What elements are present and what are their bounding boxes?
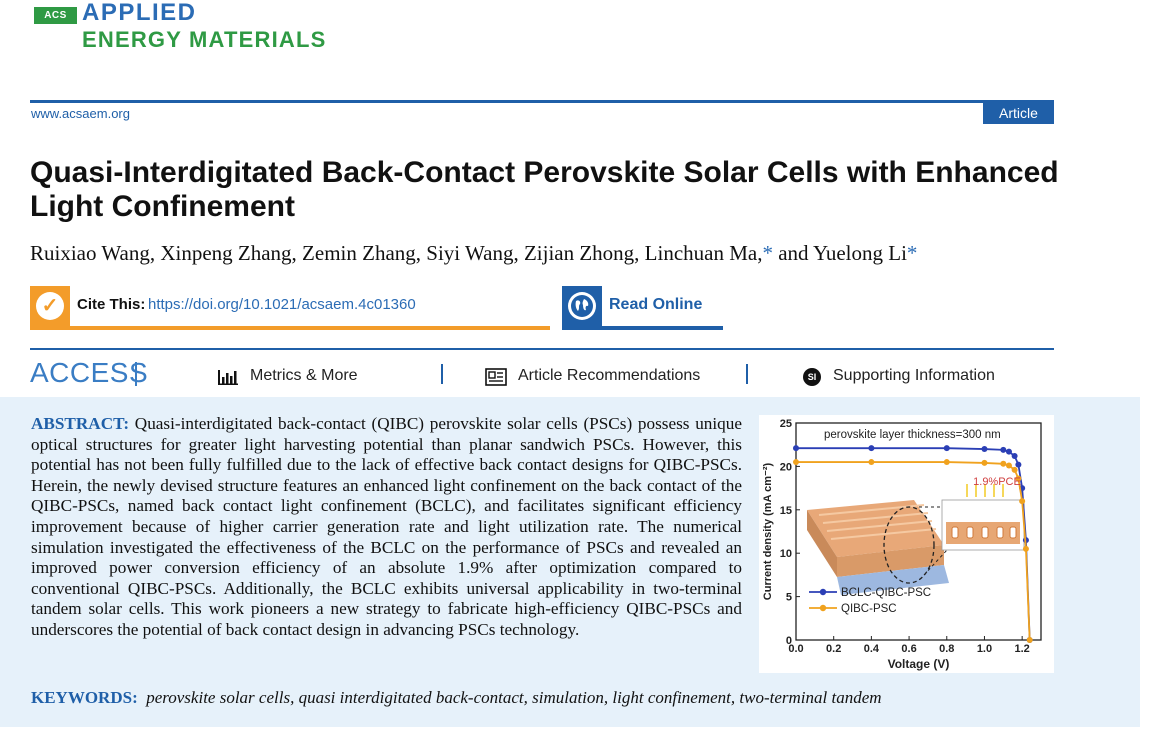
series-1-point <box>1000 446 1007 453</box>
series-2-point <box>793 459 799 466</box>
metrics-more-link[interactable]: Metrics & More <box>250 367 358 384</box>
corresponding-author-mark[interactable]: * <box>762 241 773 265</box>
authors-last: and Yuelong Li <box>772 241 907 265</box>
supporting-info-icon: SI <box>803 368 821 386</box>
journal-url-link[interactable]: www.acsaem.org <box>31 106 130 121</box>
series-2-point <box>1005 462 1012 469</box>
keywords-text: perovskite solar cells, quasi interdigit… <box>146 688 882 707</box>
abstract-heading: ABSTRACT: <box>31 414 130 433</box>
legend-swatch-marker <box>819 588 827 596</box>
x-tick-label: 0.6 <box>901 643 916 655</box>
access-separator-1 <box>441 364 443 384</box>
jv-chart: 0.0 0.2 0.4 0.6 0.8 1.0 1.2 0 5 10 15 20 25 Voltage (… <box>762 418 1042 671</box>
y-axis-label: Current density (mA cm⁻²) <box>762 462 774 600</box>
keywords-heading: KEYWORDS: <box>31 688 138 707</box>
series-2-point <box>1019 498 1026 505</box>
pce-annotation: 1.9%PCE <box>973 476 1021 488</box>
article-recommendations-link[interactable]: Article Recommendations <box>518 367 701 384</box>
series-1-point <box>1005 448 1012 455</box>
series-1-point <box>793 445 799 452</box>
corresponding-author-mark-2[interactable]: * <box>906 241 918 265</box>
series-1-point <box>868 445 875 452</box>
journal-name-line1: APPLIED <box>82 0 197 26</box>
read-online-label: Read Online <box>609 296 703 313</box>
keywords-line: KEYWORDS: perovskite solar cells, quasi … <box>31 688 882 708</box>
author-list: Ruixiao Wang, Xinpeng Zhang, Zemin Zhang… <box>30 241 917 266</box>
y-tick-label: 5 <box>786 592 792 604</box>
device-schematic-inset <box>807 484 1025 595</box>
series-2-point <box>943 459 950 466</box>
cite-this-box[interactable]: ✓ Cite This: https://doi.org/10.1021/acs… <box>30 286 550 330</box>
y-tick-label: 25 <box>780 418 792 430</box>
globe-icon <box>562 286 602 326</box>
x-tick-label: 1.2 <box>1015 643 1030 655</box>
series-2-point <box>868 459 875 466</box>
supporting-information-link[interactable]: Supporting Information <box>833 367 995 384</box>
authors-main: Ruixiao Wang, Xinpeng Zhang, Zemin Zhang… <box>30 241 763 265</box>
checkmark-icon: ✓ <box>30 286 70 326</box>
x-tick-label: 0.2 <box>826 643 841 655</box>
x-tick-label: 1.0 <box>977 643 992 655</box>
article-type-badge: Article <box>983 103 1054 124</box>
read-online-button[interactable]: Read Online <box>562 286 723 330</box>
x-tick-label: 0.0 <box>788 643 803 655</box>
journal-name-line2: ENERGY MATERIALS <box>82 27 327 52</box>
abstract-body: Quasi-interdigitated back-contact (QIBC)… <box>31 414 742 639</box>
recommendations-icon <box>485 368 507 386</box>
access-divider <box>135 362 137 386</box>
series-2-point <box>1015 475 1022 482</box>
x-axis-label: Voltage (V) <box>888 657 950 671</box>
toc-graphic: 0.0 0.2 0.4 0.6 0.8 1.0 1.2 0 5 10 15 20 25 Voltage (… <box>759 415 1054 673</box>
access-label: ACCESS <box>30 357 149 388</box>
paper-title: Quasi-Interdigitated Back-Contact Perovs… <box>30 156 1059 223</box>
legend-label: BCLC-QIBC-PSC <box>841 587 931 599</box>
chart-title: perovskite layer thickness=300 nm <box>824 429 1001 441</box>
y-tick-label: 15 <box>780 505 792 517</box>
x-tick-label: 0.4 <box>864 643 880 655</box>
x-tick-label: 0.8 <box>939 643 954 655</box>
legend-swatch-marker <box>819 604 827 612</box>
abstract-text: ABSTRACT: Quasi-interdigitated back-cont… <box>31 414 742 641</box>
legend-label: QIBC-PSC <box>841 603 897 615</box>
series-2-point <box>981 459 988 466</box>
bar-chart-icon <box>217 368 238 386</box>
series-2-point <box>1011 466 1018 473</box>
series-2-point <box>1026 637 1033 643</box>
series-1-point <box>1011 452 1018 459</box>
acs-logo-badge: ACS <box>34 7 77 24</box>
series-2-point <box>1000 460 1007 467</box>
y-tick-label: 20 <box>780 461 792 473</box>
y-tick-label: 10 <box>780 548 792 560</box>
cite-this-label: Cite This: <box>77 296 146 313</box>
access-separator-2 <box>746 364 748 384</box>
doi-link[interactable]: https://doi.org/10.1021/acsaem.4c01360 <box>148 296 416 313</box>
series-1-point <box>943 445 950 452</box>
series-1-point <box>981 446 988 453</box>
series-1-point <box>1015 461 1022 468</box>
series-2-point <box>1022 545 1029 552</box>
access-rule <box>30 348 1054 350</box>
header-rule <box>30 100 1054 103</box>
y-tick-label: 0 <box>786 635 792 647</box>
